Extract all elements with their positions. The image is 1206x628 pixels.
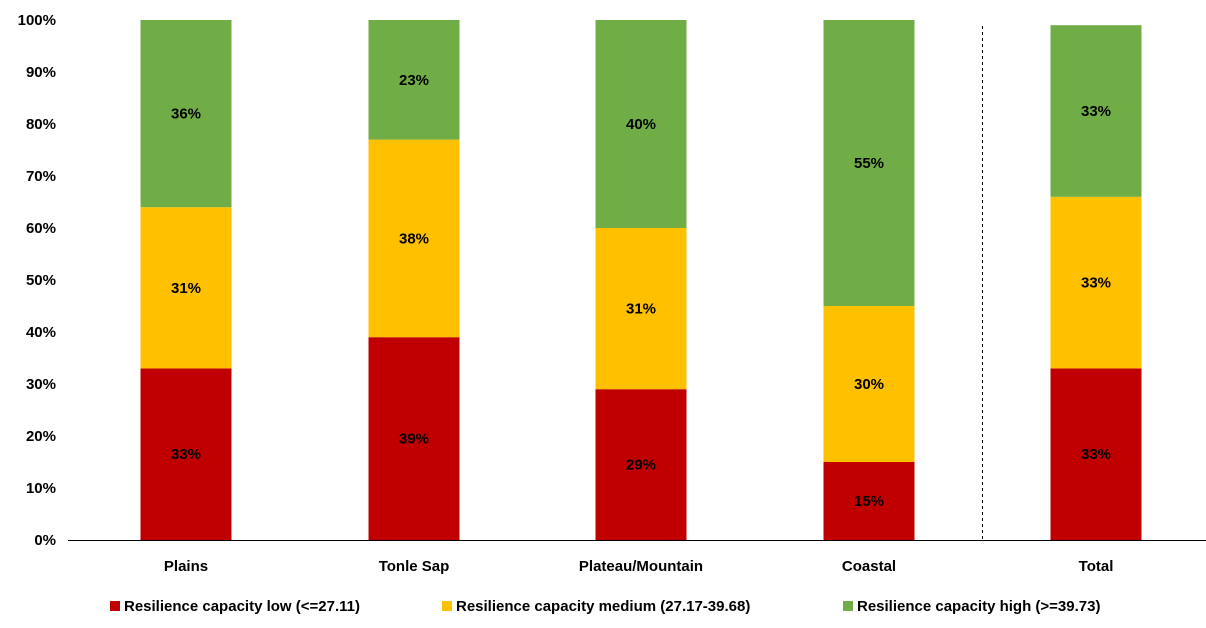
data-label: 38%: [399, 230, 429, 247]
bars-group: [140, 20, 1142, 540]
y-tick-label: 90%: [26, 64, 56, 81]
y-tick-label: 20%: [26, 428, 56, 445]
data-label: 29%: [626, 457, 656, 474]
data-label: 33%: [1081, 103, 1111, 120]
data-labels-group: 33% 31% 36% 39% 38% 23% 29% 31% 40% 15% 30% 55% 33% 3…: [171, 72, 1111, 510]
data-label: 23%: [399, 72, 429, 89]
category-label: Total: [1079, 558, 1114, 575]
category-label: Coastal: [842, 558, 896, 575]
bar-segment: [1050, 25, 1142, 197]
y-tick-label: 40%: [26, 324, 56, 341]
y-axis-ticks: 0% 10% 20% 30% 40% 50% 60% 70% 80% 90% 100%: [18, 12, 56, 549]
bar-segment: [368, 139, 460, 338]
bar-segment: [595, 389, 687, 540]
bar-segment: [823, 20, 915, 306]
category-label: Plateau/Mountain: [579, 558, 703, 575]
bar-segment: [1050, 368, 1142, 540]
legend-swatch: [442, 601, 452, 611]
bar-segment: [140, 368, 232, 540]
y-tick-label: 100%: [18, 12, 56, 29]
bar-segment: [823, 462, 915, 540]
legend-label: Resilience capacity medium (27.17-39.68): [456, 598, 750, 615]
bar-segment: [368, 337, 460, 540]
bar-segment: [140, 20, 232, 208]
legend: Resilience capacity low (<=27.11) Resilie…: [110, 598, 1100, 615]
data-label: 33%: [1081, 446, 1111, 463]
bar-segment: [823, 306, 915, 462]
data-label: 31%: [626, 301, 656, 318]
bar-segment: [595, 20, 687, 228]
bar-segment: [595, 228, 687, 390]
y-tick-label: 60%: [26, 220, 56, 237]
data-label: 31%: [171, 280, 201, 297]
data-label: 15%: [854, 493, 884, 510]
y-tick-label: 50%: [26, 272, 56, 289]
bar-segment: [1050, 196, 1142, 369]
data-label: 40%: [626, 116, 656, 133]
bar-segment: [140, 207, 232, 369]
legend-label: Resilience capacity high (>=39.73): [857, 598, 1100, 615]
data-label: 36%: [171, 106, 201, 123]
bar-segment: [368, 20, 460, 140]
legend-swatch: [110, 601, 120, 611]
data-label: 55%: [854, 155, 884, 172]
y-tick-label: 0%: [34, 532, 56, 549]
category-label: Tonle Sap: [379, 558, 450, 575]
legend-label: Resilience capacity low (<=27.11): [124, 598, 360, 615]
legend-swatch: [843, 601, 853, 611]
data-label: 33%: [1081, 275, 1111, 292]
data-label: 33%: [171, 446, 201, 463]
y-tick-label: 80%: [26, 116, 56, 133]
y-tick-label: 10%: [26, 480, 56, 497]
data-label: 39%: [399, 431, 429, 448]
category-labels: Plains Tonle Sap Plateau/Mountain Coastal To…: [164, 558, 1113, 575]
y-tick-label: 30%: [26, 376, 56, 393]
data-label: 30%: [854, 376, 884, 393]
category-label: Plains: [164, 558, 208, 575]
y-tick-label: 70%: [26, 168, 56, 185]
